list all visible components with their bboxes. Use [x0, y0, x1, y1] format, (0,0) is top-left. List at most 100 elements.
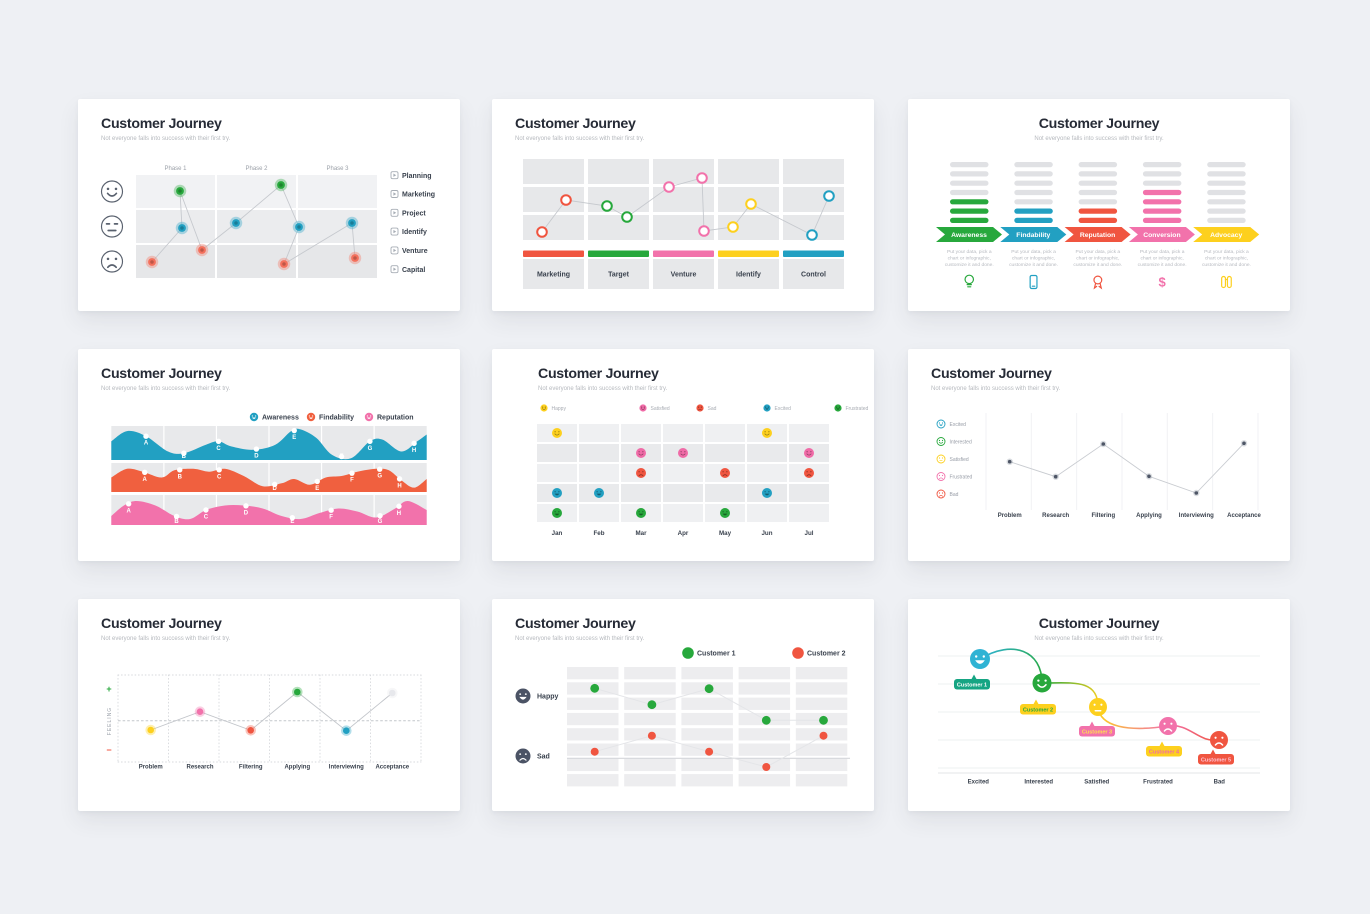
svg-text:F: F [340, 454, 344, 460]
wave-point [216, 467, 222, 473]
svg-text:chart or infographic,: chart or infographic, [1076, 255, 1119, 261]
svg-text:Customer 2: Customer 2 [1023, 707, 1053, 713]
wave-band: A B C D E F G H [111, 495, 427, 525]
satisfied-data-point [804, 448, 814, 458]
svg-text:Frustrated: Frustrated [1143, 780, 1173, 786]
slide-1-mood-scatter[interactable]: Customer Journey Not everyone falls into… [78, 99, 460, 311]
data-point [727, 221, 739, 233]
svg-text:customize it and done.: customize it and done. [945, 262, 994, 268]
slide-2-stage-scatter[interactable]: Customer Journey Not everyone falls into… [492, 99, 874, 311]
svg-text:Reputation: Reputation [1080, 232, 1116, 239]
data-point [705, 747, 714, 756]
svg-text:Put your data, pick a: Put your data, pick a [1204, 249, 1249, 255]
svg-text:A: A [143, 477, 148, 483]
data-point [229, 216, 243, 230]
svg-text:Advocacy: Advocacy [1210, 232, 1242, 239]
svg-text:G: G [378, 519, 383, 525]
wave-point [215, 438, 222, 444]
data-point [277, 257, 291, 271]
month-grid [537, 424, 829, 522]
slide-title: Customer Journey [515, 616, 636, 632]
slide-6-line-chart[interactable]: Customer Journey Not everyone falls into… [908, 349, 1290, 561]
svg-text:−: − [106, 745, 111, 755]
data-point [696, 172, 708, 184]
slide-title: Customer Journey [515, 116, 636, 132]
svg-text:G: G [368, 446, 373, 452]
wave-point [377, 513, 383, 519]
slide-4-wave-areas[interactable]: Customer Journey Not everyone falls into… [78, 349, 460, 561]
frustrated-legend-icon [936, 472, 946, 481]
data-point [663, 181, 675, 193]
data-point [173, 184, 187, 198]
svg-text:Filtering: Filtering [1091, 513, 1115, 519]
svg-text:customize it and done.: customize it and done. [1073, 262, 1122, 268]
svg-text:Problem: Problem [139, 765, 163, 771]
wave-band: A B C D E F G H [111, 426, 427, 460]
satisfied-legend-icon [639, 404, 647, 412]
svg-text:customize it and done.: customize it and done. [1202, 262, 1251, 268]
smartphone-icon [1029, 274, 1038, 290]
stage-arrow [1193, 227, 1260, 242]
svg-text:chart or infographic,: chart or infographic, [1205, 255, 1248, 261]
x-axis-labels: Jan Feb Mar Apr May Jun Jul [552, 530, 814, 537]
svg-text:Happy: Happy [552, 406, 567, 412]
data-point [1007, 459, 1012, 464]
slide-subtitle: Not everyone falls into success with the… [515, 636, 645, 642]
svg-text:Identify: Identify [736, 272, 761, 279]
legend: Excited Interested Satisfied Frustrated Bad [936, 419, 973, 499]
svg-text:Excited: Excited [950, 422, 967, 428]
svg-text:Excited: Excited [775, 406, 792, 412]
svg-text:Put your data, pick a: Put your data, pick a [1076, 249, 1121, 255]
slide-3-funnel-bars[interactable]: Customer Journey Not everyone falls into… [908, 99, 1290, 311]
medal-icon [1093, 275, 1103, 290]
excited-data-point [594, 488, 604, 498]
data-point [245, 725, 256, 736]
stage-arrow [1128, 227, 1195, 242]
dotted-grid [117, 674, 422, 763]
slide-4-chart: Awareness Findability Reputation A B C D E F G H A B… [111, 412, 427, 525]
excited-data-point [762, 488, 772, 498]
data-points [552, 428, 814, 518]
slide-7-feeling-line[interactable]: Customer Journey Not everyone falls into… [78, 599, 460, 811]
svg-text:Target: Target [608, 272, 630, 279]
svg-text:chart or infographic,: chart or infographic, [1141, 255, 1184, 261]
svg-text:D: D [244, 510, 249, 516]
plot-grid [985, 413, 1259, 510]
lightbulb-icon [964, 274, 975, 288]
svg-text:$: $ [1159, 275, 1167, 290]
sad-data-point [804, 468, 814, 478]
svg-text:E: E [292, 435, 296, 441]
customer-pill [1020, 704, 1056, 715]
data-point [823, 190, 835, 202]
svg-text:Happy: Happy [537, 694, 559, 701]
customer-face-icon [1089, 698, 1107, 716]
slide-subtitle: Not everyone falls into success with the… [101, 386, 231, 392]
wave-point [411, 440, 417, 447]
wave-point [271, 481, 278, 488]
happy-face-icon [100, 180, 124, 203]
svg-text:Problem: Problem [998, 513, 1022, 519]
svg-text:Sad: Sad [537, 754, 550, 761]
excited-data-point [552, 488, 562, 498]
data-point [745, 198, 757, 210]
svg-text:FEELING: FEELING [107, 707, 113, 735]
svg-text:Satisfied: Satisfied [950, 457, 969, 463]
svg-text:Put your data, pick a: Put your data, pick a [1011, 249, 1056, 255]
excited-legend-icon [936, 419, 946, 429]
svg-text:Marketing: Marketing [402, 192, 435, 199]
slide-subtitle: Not everyone falls into success with the… [1034, 136, 1164, 142]
svg-text:Phase 2: Phase 2 [245, 166, 268, 172]
binoculars-icon [1221, 275, 1232, 289]
svg-text:E: E [290, 519, 294, 525]
slide-5-month-grid[interactable]: Customer Journey Not everyone falls into… [492, 349, 874, 561]
sad-face-icon [515, 748, 531, 764]
stage-arrow [1000, 227, 1067, 242]
slide-8-two-customers[interactable]: Customer Journey Not everyone falls into… [492, 599, 874, 811]
x-axis-labels: Problem Research Filtering Applying Intervie… [998, 513, 1262, 519]
slide-title: Customer Journey [1039, 616, 1160, 632]
slide-9-journey-curve[interactable]: Customer Journey Not everyone falls into… [908, 599, 1290, 811]
